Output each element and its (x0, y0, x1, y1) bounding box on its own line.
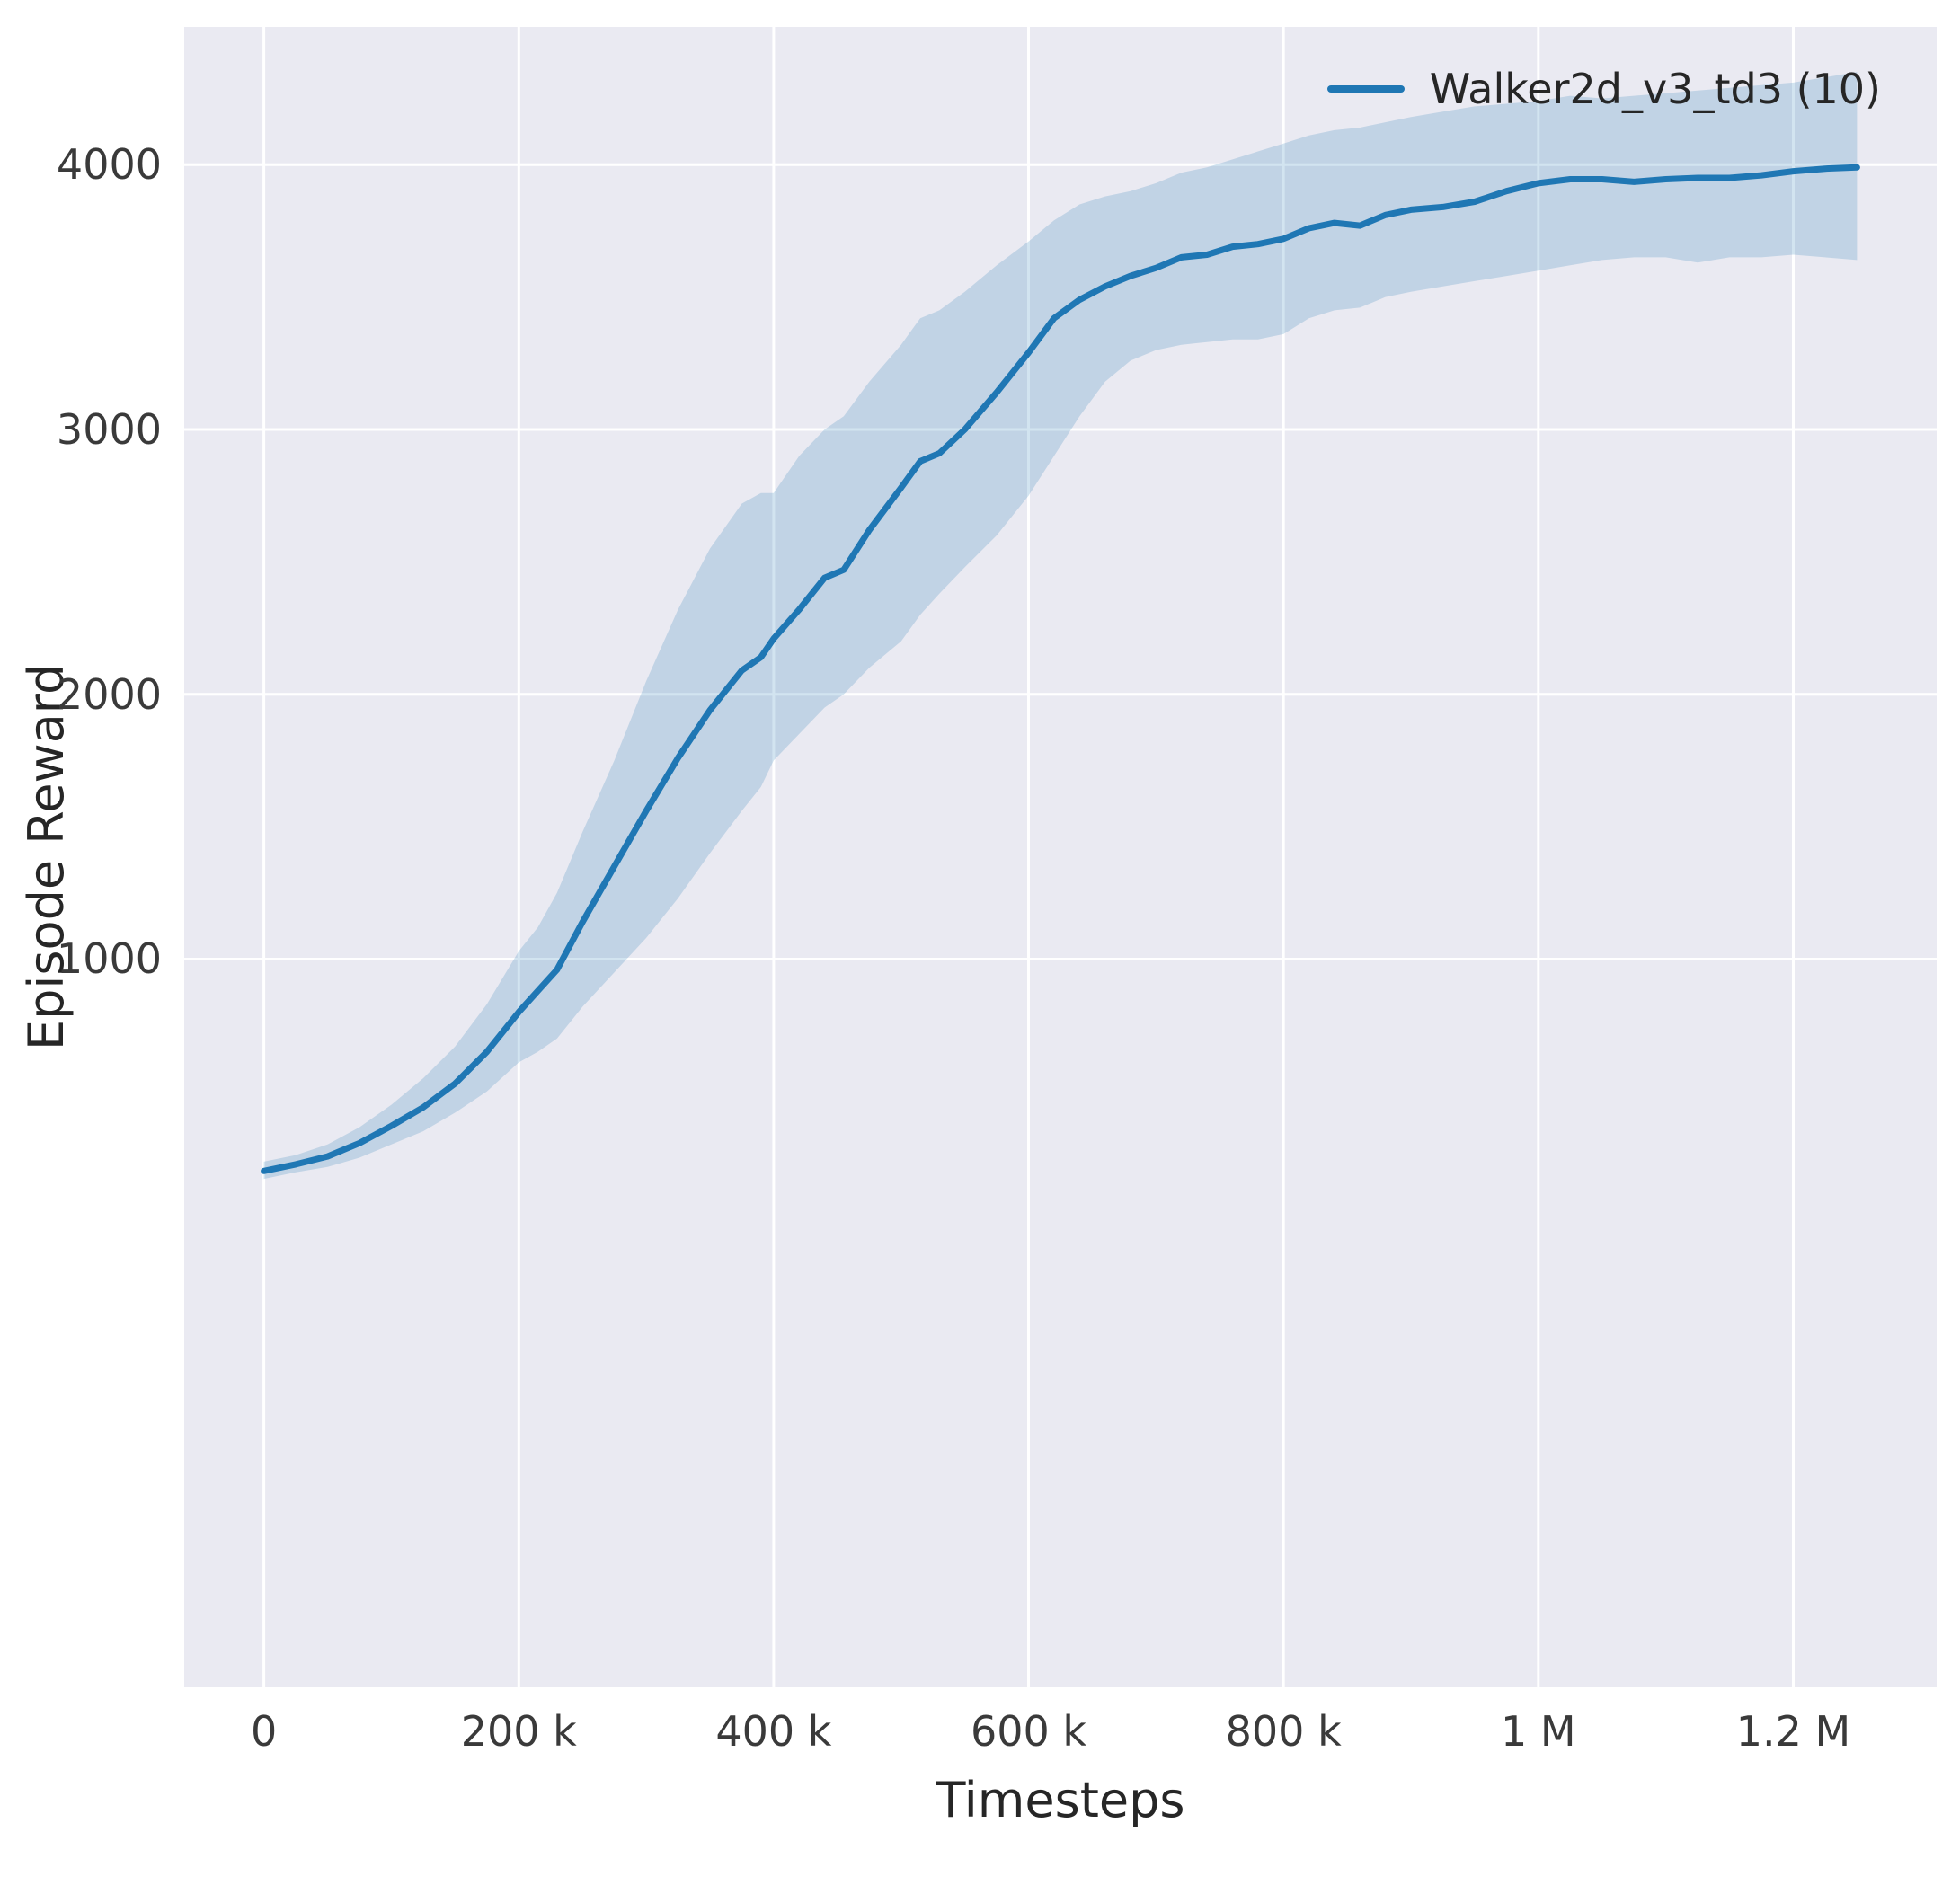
x-tick-label: 600 k (971, 1707, 1087, 1756)
y-tick-label: 4000 (56, 140, 162, 190)
mean-line (261, 164, 1860, 1174)
x-tick-label: 800 k (1225, 1707, 1342, 1756)
y-tick-label: 3000 (56, 405, 162, 454)
y-axis-label: Episode Reward (18, 663, 75, 1051)
confidence-band (263, 72, 1858, 1180)
x-tick-label: 200 k (460, 1707, 577, 1756)
x-axis-label: Timesteps (936, 1772, 1185, 1828)
x-tick-label: 400 k (715, 1707, 832, 1756)
legend-line-sample (1326, 85, 1405, 93)
x-tick-label: 1 M (1501, 1707, 1576, 1756)
x-tick-label: 1.2 M (1735, 1707, 1851, 1756)
plot-area: Walker2d_v3_td3 (10) (184, 27, 1937, 1687)
y-tick-label: 1000 (56, 934, 162, 984)
x-tick-label: 0 (250, 1707, 278, 1756)
legend-label: Walker2d_v3_td3 (10) (1429, 65, 1881, 113)
chart-canvas (184, 27, 1937, 1687)
y-tick-label: 2000 (56, 669, 162, 719)
legend: Walker2d_v3_td3 (10) (1326, 65, 1881, 113)
